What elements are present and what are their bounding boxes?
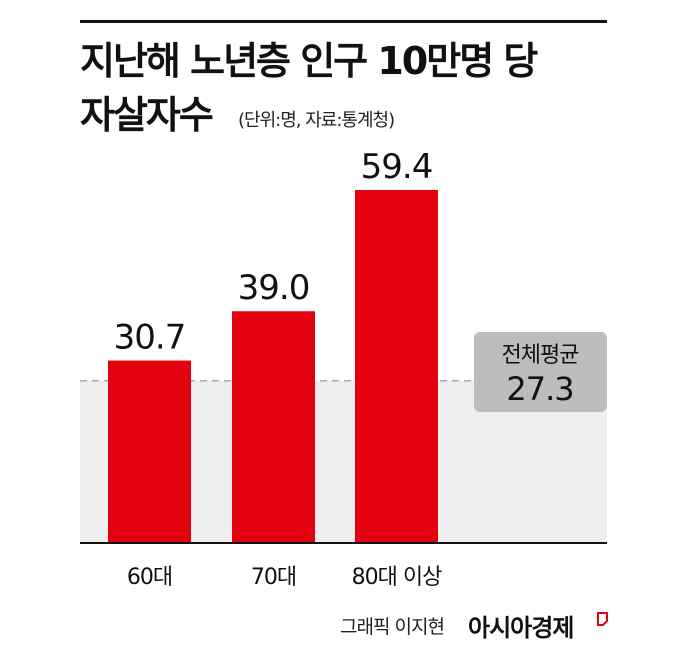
brand-mark-icon bbox=[597, 612, 608, 626]
bar-chart: 30.7 60대 39.0 70대 59.4 80대 이상 전체평균 27.3 bbox=[80, 147, 607, 590]
average-badge-box bbox=[474, 332, 607, 412]
bar-3 bbox=[355, 190, 438, 543]
graphic-credit: 그래픽 이지현 bbox=[340, 616, 445, 638]
bar-value-label-1: 30.7 bbox=[114, 318, 186, 358]
average-badge: 전체평균 27.3 bbox=[474, 332, 607, 412]
category-label-2: 70대 bbox=[251, 565, 296, 590]
bar-2 bbox=[232, 311, 315, 543]
bar-1 bbox=[108, 360, 191, 543]
average-value: 27.3 bbox=[506, 370, 573, 408]
bar-value-label-3: 59.4 bbox=[361, 147, 433, 187]
chart-title-line2: 자살자수 bbox=[80, 93, 214, 137]
average-label: 전체평균 bbox=[502, 343, 580, 368]
brand-logo-text: 아시아경제 bbox=[468, 614, 574, 642]
category-label-3: 80대 이상 bbox=[352, 565, 442, 590]
category-label-1: 60대 bbox=[127, 565, 172, 590]
chart-title-line1: 지난해 노년층 인구 10만명 당 bbox=[80, 39, 538, 83]
bar-value-label-2: 39.0 bbox=[238, 268, 310, 308]
top-rule bbox=[80, 20, 607, 23]
chart-subtitle: (단위:명, 자료:통계청) bbox=[238, 110, 395, 131]
